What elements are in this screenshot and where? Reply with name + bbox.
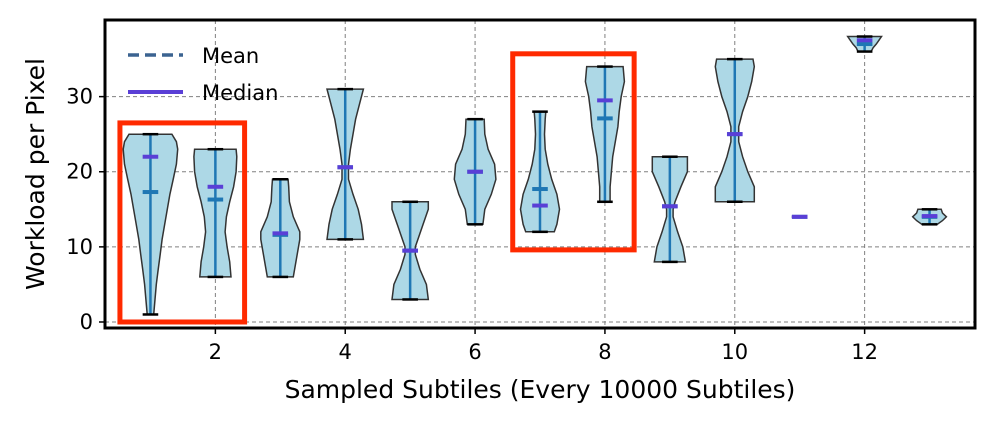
y-ticks: 0 10 20 30 xyxy=(66,85,105,334)
x-tick-label: 6 xyxy=(468,340,481,364)
y-tick-label: 20 xyxy=(66,160,93,184)
y-axis-label: Workload per Pixel xyxy=(21,58,50,290)
y-tick-label: 10 xyxy=(66,235,93,259)
x-tick-label: 8 xyxy=(598,340,611,364)
legend-median-label: Median xyxy=(202,81,278,105)
plot-frame xyxy=(103,18,977,330)
x-tick-label: 10 xyxy=(721,340,748,364)
violins xyxy=(122,35,948,316)
highlight-box xyxy=(117,120,248,325)
legend-mean-label: Mean xyxy=(202,44,259,68)
x-tick-label: 2 xyxy=(209,340,222,364)
highlight-boxes xyxy=(117,51,637,325)
y-tick-label: 0 xyxy=(80,310,93,334)
y-tick-label: 30 xyxy=(66,85,93,109)
legend: Mean Median xyxy=(128,44,278,105)
x-tick-label: 12 xyxy=(851,340,878,364)
highlight-box xyxy=(510,51,637,253)
x-tick-label: 4 xyxy=(339,340,352,364)
x-axis-label: Sampled Subtiles (Every 10000 Subtiles) xyxy=(285,375,796,404)
x-ticks: 2 4 6 8 10 12 xyxy=(209,328,878,364)
